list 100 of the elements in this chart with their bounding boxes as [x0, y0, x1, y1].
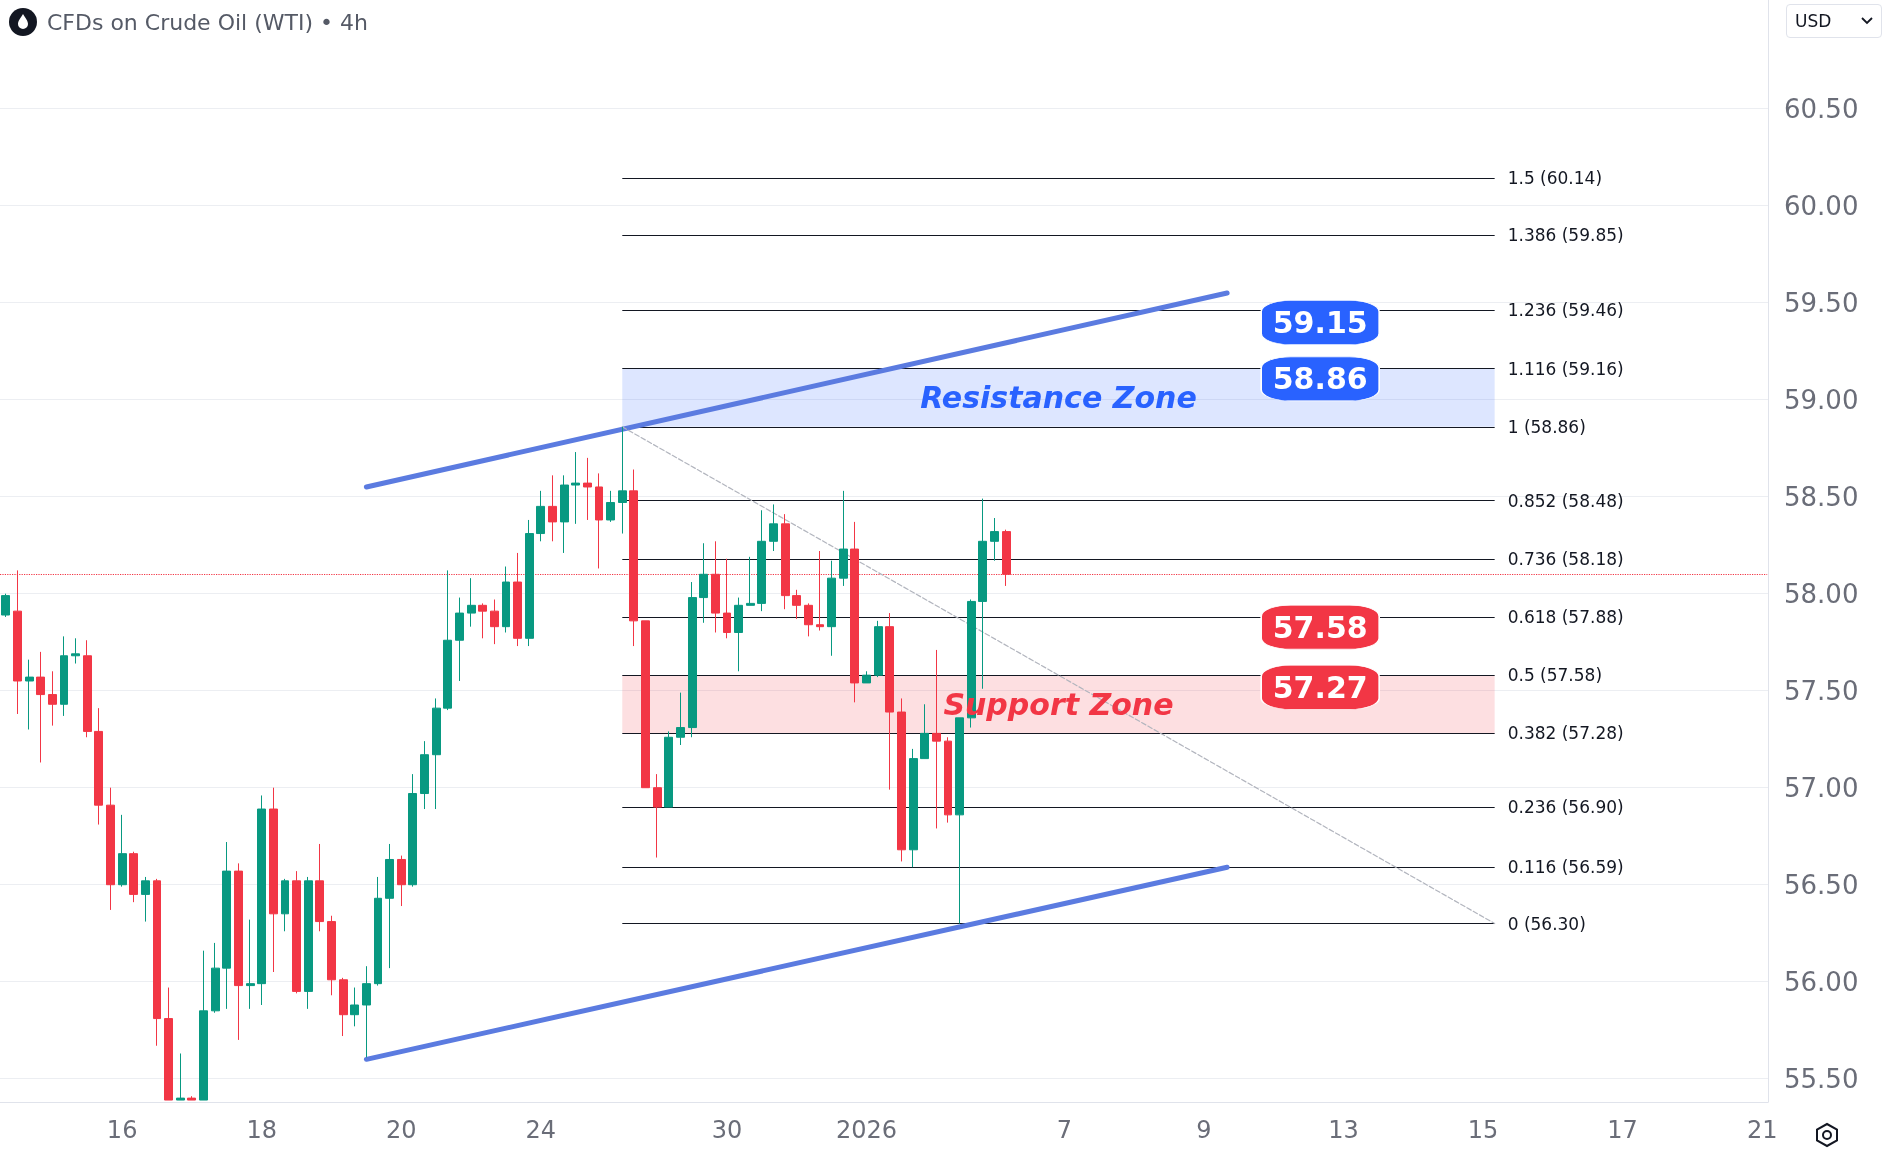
annotation: 57.27 [1272, 669, 1368, 705]
candlestick [804, 602, 813, 637]
ref-line-label: 0.382 (57.28) [1507, 723, 1624, 744]
x-tick-label: 2026 [836, 1116, 898, 1144]
candlestick [769, 503, 778, 552]
y-tick-label: 56.50 [1784, 869, 1859, 900]
candlestick [757, 509, 766, 612]
candlestick [269, 787, 278, 973]
y-tick-label: 59.00 [1784, 384, 1859, 415]
ref-line-label: 1.236 (59.46) [1507, 300, 1624, 321]
candlestick [60, 635, 68, 717]
ref-line-label: 0.618 (57.88) [1507, 606, 1624, 627]
candlestick [339, 977, 348, 1037]
candlestick [385, 843, 394, 969]
x-tick-label: 21 [1746, 1116, 1778, 1144]
candlestick [374, 876, 382, 987]
annotation: 57.58 [1272, 609, 1368, 645]
candlestick [990, 517, 999, 562]
candlestick [1, 593, 10, 618]
candlestick [199, 950, 208, 1101]
candlestick [164, 987, 173, 1101]
y-tick-label: 59.50 [1784, 287, 1859, 318]
candlestick [222, 841, 231, 1010]
y-tick-label: 58.50 [1784, 481, 1859, 512]
candlestick [420, 740, 429, 810]
candlestick [653, 773, 662, 859]
candlestick [443, 569, 452, 711]
candlestick [978, 498, 987, 690]
candlestick [874, 620, 883, 678]
candlestick [699, 542, 708, 624]
candlestick [36, 651, 45, 763]
candlestick [129, 851, 138, 903]
candlestick [327, 915, 336, 996]
ref-line-label: 0 (56.30) [1507, 913, 1586, 934]
candlestick [257, 794, 266, 1006]
x-tick-label: 30 [711, 1116, 743, 1144]
candlestick [641, 620, 650, 789]
x-tick-label: 18 [246, 1116, 277, 1144]
candlestick [304, 876, 313, 1010]
candlestick [432, 697, 441, 810]
candlestick [897, 697, 906, 862]
x-tick-label: 13 [1328, 1116, 1359, 1144]
candlestick [234, 862, 243, 1041]
candlestick [292, 870, 301, 994]
candlestick [397, 855, 406, 907]
y-tick-label: 56.00 [1784, 966, 1859, 997]
candlestick [688, 581, 697, 738]
y-tick-label: 58.00 [1784, 578, 1859, 609]
candlestick [583, 457, 592, 521]
candlestick [71, 637, 80, 665]
ref-line-label: 0.236 (56.90) [1507, 797, 1624, 818]
candlestick [211, 942, 220, 1014]
candlestick [536, 490, 545, 542]
candlestick [792, 589, 801, 620]
candlestick [606, 490, 615, 523]
candlestick [83, 639, 92, 738]
candlestick [676, 692, 685, 746]
text: CFDs on Crude Oil (WTI) • 4h [47, 9, 368, 35]
x-tick-label: 9 [1196, 1116, 1212, 1144]
ref-line-label: 1.5 (60.14) [1507, 168, 1603, 189]
candlestick [885, 612, 894, 791]
candlestick [571, 451, 580, 525]
candlestick [408, 773, 417, 888]
candlestick [618, 426, 627, 535]
candlestick [315, 843, 324, 932]
annotation: 59.15 [1272, 305, 1368, 341]
y-tick-label: 57.00 [1784, 772, 1859, 803]
candlestick [246, 919, 255, 1010]
x-tick-label: 7 [1056, 1116, 1072, 1144]
candlestick [350, 987, 359, 1027]
band-label: Resistance Zone [920, 380, 1197, 416]
candlestick [909, 748, 918, 868]
candlestick [920, 703, 929, 760]
ref-line-label: 0.5 (57.58) [1507, 665, 1603, 686]
candlestick [944, 736, 952, 824]
ref-line-label: 1.116 (59.16) [1507, 358, 1624, 379]
x-tick-label: 17 [1607, 1116, 1638, 1144]
candlestick [839, 490, 848, 587]
ref-line-label: 0.736 (58.18) [1507, 548, 1624, 569]
candlestick [502, 566, 510, 633]
y-tick-label: 57.50 [1784, 675, 1859, 706]
x-tick-label: 15 [1467, 1116, 1499, 1144]
annotation: 58.86 [1272, 361, 1368, 397]
x-tick-label: 20 [386, 1116, 417, 1144]
candlestick [106, 787, 115, 911]
candlestick [664, 730, 673, 808]
candlestick [467, 577, 476, 628]
candlestick [48, 670, 57, 727]
y-tick-label: 60.50 [1784, 93, 1859, 124]
x-tick-label: 24 [525, 1116, 557, 1144]
candlestick [548, 474, 557, 542]
ref-line-label: 1 (58.86) [1507, 416, 1586, 437]
candlestick [118, 814, 127, 888]
candlestick [746, 556, 755, 606]
candlestick [94, 707, 103, 826]
candlestick [153, 878, 161, 1047]
candlestick [595, 472, 603, 569]
candlestick [141, 876, 150, 923]
candlestick [525, 519, 534, 647]
ref-line-label: 0.852 (58.48) [1507, 490, 1624, 511]
